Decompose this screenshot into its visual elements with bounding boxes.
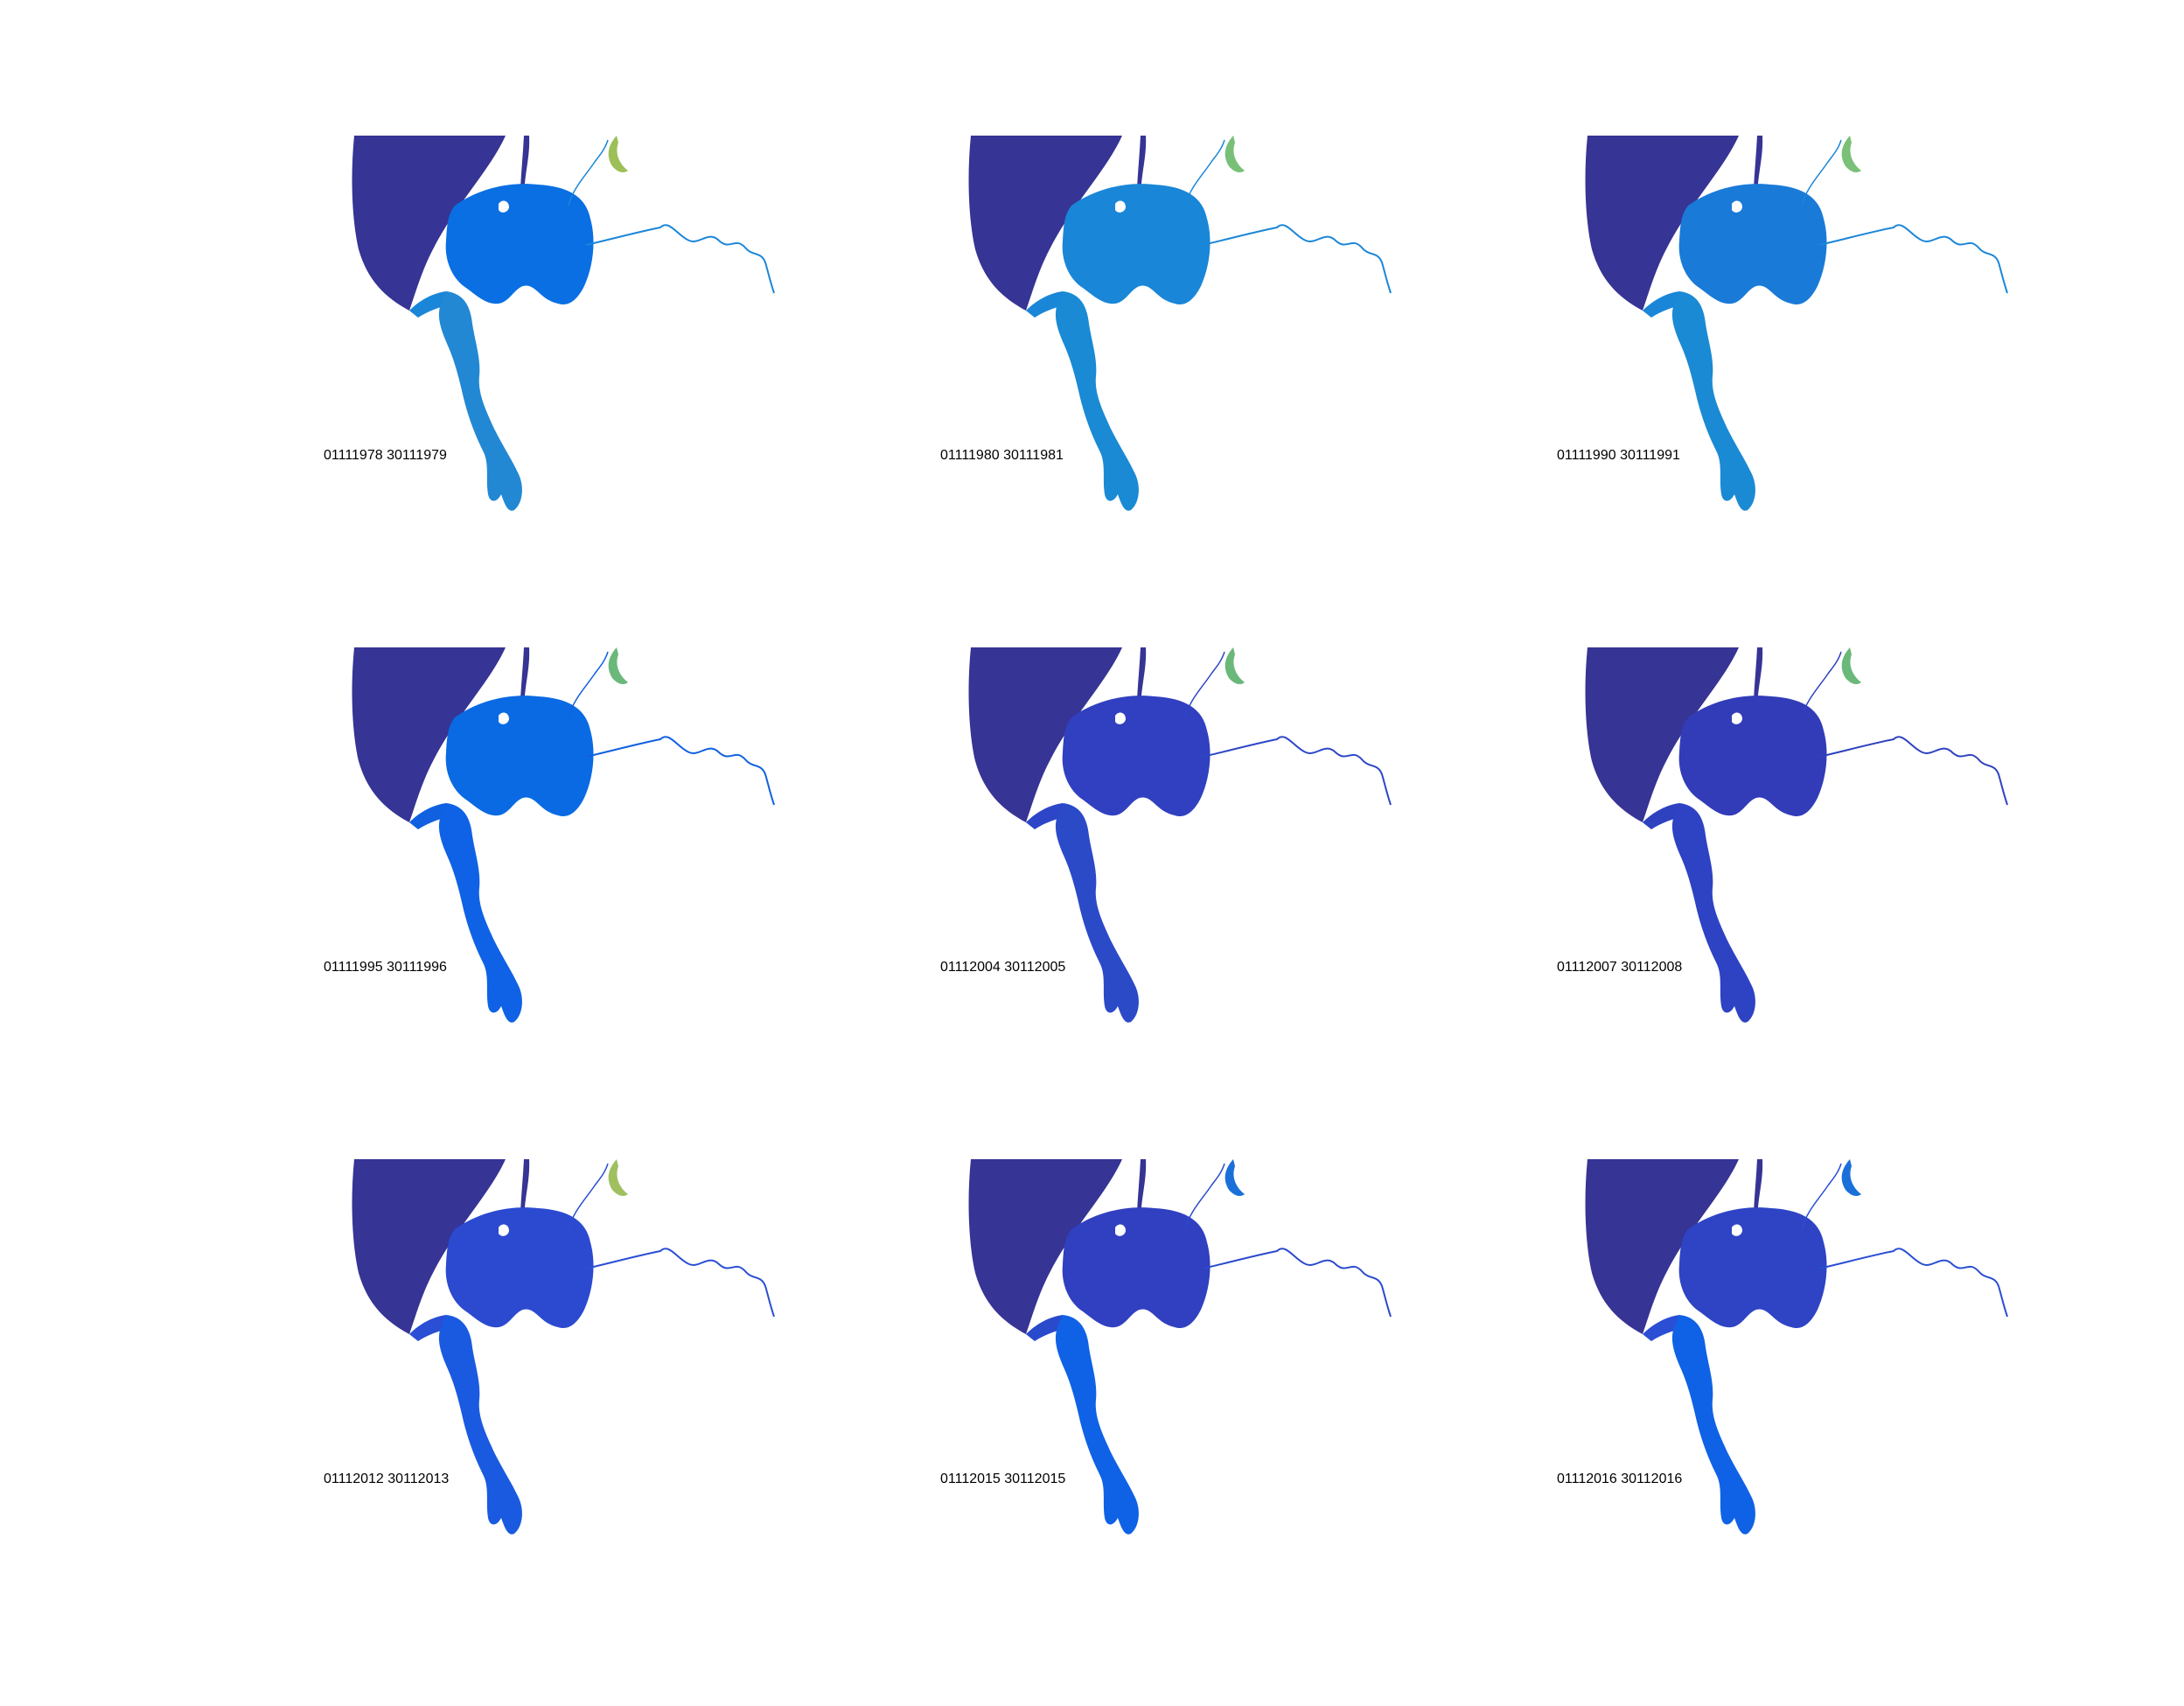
north-tributary <box>520 136 530 188</box>
panel-date-label: 01112016 30112016 <box>1557 1472 1683 1486</box>
lower-reach <box>438 803 522 1023</box>
sea-area <box>968 136 1122 311</box>
east-river <box>585 224 775 294</box>
east-river <box>585 1248 775 1318</box>
map-panel: 01111995 30111996 <box>324 647 936 1067</box>
estuary-map <box>968 647 1392 1023</box>
north-tributary <box>1137 647 1147 700</box>
map-panel: 01111978 30111979 <box>324 136 936 556</box>
small-lake <box>608 647 628 685</box>
estuary-map <box>1585 136 2008 511</box>
map-panel: 01112012 30112013 <box>324 1159 936 1579</box>
northeast-stream <box>1184 139 1225 206</box>
panel-date-label: 01111995 30111996 <box>324 960 447 975</box>
northeast-stream <box>1801 1163 1842 1230</box>
small-lake <box>1225 1159 1245 1197</box>
northeast-stream <box>1801 651 1842 718</box>
northeast-stream <box>568 651 609 718</box>
northeast-stream <box>1801 139 1842 206</box>
lake-basin <box>1062 1207 1211 1329</box>
sea-area <box>968 647 1122 822</box>
east-river <box>1818 1248 2008 1318</box>
island <box>1732 1224 1742 1236</box>
estuary-map <box>1585 1159 2008 1535</box>
lake-basin <box>445 184 594 305</box>
east-river <box>1202 736 1392 806</box>
panel-date-label: 01111978 30111979 <box>324 448 447 463</box>
map-panel: 01112007 30112008 <box>1557 647 2169 1067</box>
island <box>1732 712 1742 724</box>
lake-basin <box>445 1207 594 1329</box>
lower-reach <box>438 291 522 511</box>
estuary-map <box>968 136 1392 511</box>
north-tributary <box>1137 136 1147 188</box>
estuary-map <box>352 136 775 511</box>
lower-reach <box>1671 291 1755 511</box>
estuary-map <box>352 1159 775 1535</box>
lake-basin <box>1678 696 1827 817</box>
small-lake <box>1841 136 1861 173</box>
lake-basin <box>1678 184 1827 305</box>
estuary-map <box>968 1159 1392 1535</box>
small-lake <box>1841 1159 1861 1197</box>
lake-basin <box>1062 184 1211 305</box>
northeast-stream <box>568 1163 609 1230</box>
island <box>1115 200 1126 213</box>
small-lake <box>608 136 628 173</box>
lower-reach <box>438 1315 522 1535</box>
north-tributary <box>520 647 530 700</box>
sea-area <box>352 1159 506 1334</box>
panel-date-label: 01112007 30112008 <box>1557 960 1683 975</box>
sea-area <box>352 136 506 311</box>
small-lake <box>1841 647 1861 685</box>
sea-area <box>1585 136 1739 311</box>
map-panel: 01111990 30111991 <box>1557 136 2169 556</box>
estuary-map <box>352 647 775 1023</box>
island <box>1115 712 1126 724</box>
small-lake <box>1225 136 1245 173</box>
north-tributary <box>1137 1159 1147 1212</box>
map-panel: 01112004 30112005 <box>940 647 1553 1067</box>
small-lake <box>608 1159 628 1197</box>
northeast-stream <box>1184 1163 1225 1230</box>
lake-basin <box>1062 696 1211 817</box>
sea-area <box>968 1159 1122 1334</box>
lake-basin <box>1678 1207 1827 1329</box>
lake-basin <box>445 696 594 817</box>
map-panel: 01111980 30111981 <box>940 136 1553 556</box>
northeast-stream <box>568 139 609 206</box>
estuary-map <box>1585 647 2008 1023</box>
lower-reach <box>1055 803 1139 1023</box>
sea-area <box>1585 1159 1739 1334</box>
island <box>499 712 509 724</box>
north-tributary <box>520 1159 530 1212</box>
north-tributary <box>1754 1159 1763 1212</box>
east-river <box>1202 1248 1392 1318</box>
east-river <box>1818 736 2008 806</box>
east-river <box>1202 224 1392 294</box>
small-lake <box>1225 647 1245 685</box>
panel-date-label: 01112012 30112013 <box>324 1472 450 1486</box>
lower-reach <box>1671 1315 1755 1535</box>
panel-date-label: 01111980 30111981 <box>940 448 1064 463</box>
island <box>499 1224 509 1236</box>
sea-area <box>1585 647 1739 822</box>
map-panel: 01112015 30112015 <box>940 1159 1553 1579</box>
lower-reach <box>1671 803 1755 1023</box>
north-tributary <box>1754 647 1763 700</box>
panel-date-label: 01111990 30111991 <box>1557 448 1680 463</box>
east-river <box>1818 224 2008 294</box>
northeast-stream <box>1184 651 1225 718</box>
panel-date-label: 01112004 30112005 <box>940 960 1066 975</box>
sea-area <box>352 647 506 822</box>
lower-reach <box>1055 291 1139 511</box>
east-river <box>585 736 775 806</box>
north-tributary <box>1754 136 1763 188</box>
island <box>1115 1224 1126 1236</box>
map-panel: 01112016 30112016 <box>1557 1159 2169 1579</box>
panel-date-label: 01112015 30112015 <box>940 1472 1066 1486</box>
island <box>1732 200 1742 213</box>
island <box>499 200 509 213</box>
lower-reach <box>1055 1315 1139 1535</box>
